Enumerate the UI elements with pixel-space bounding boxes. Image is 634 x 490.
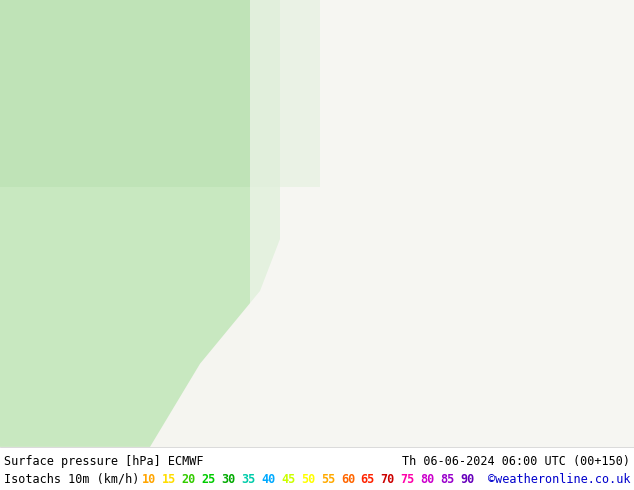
- Text: 65: 65: [361, 473, 375, 486]
- Text: Surface pressure [hPa] ECMWF: Surface pressure [hPa] ECMWF: [4, 455, 204, 468]
- Text: 45: 45: [281, 473, 295, 486]
- Text: 85: 85: [440, 473, 455, 486]
- Text: ©weatheronline.co.uk: ©weatheronline.co.uk: [488, 473, 630, 486]
- Text: 35: 35: [242, 473, 256, 486]
- Text: 75: 75: [401, 473, 415, 486]
- Text: Th 06-06-2024 06:00 UTC (00+150): Th 06-06-2024 06:00 UTC (00+150): [402, 455, 630, 468]
- Text: 10: 10: [142, 473, 156, 486]
- Text: 55: 55: [321, 473, 335, 486]
- Text: 40: 40: [261, 473, 276, 486]
- Text: 70: 70: [380, 473, 395, 486]
- Text: 60: 60: [341, 473, 355, 486]
- Bar: [250, 0, 634, 447]
- Text: 25: 25: [202, 473, 216, 486]
- Text: 20: 20: [182, 473, 196, 486]
- Polygon shape: [0, 0, 280, 447]
- Text: 80: 80: [420, 473, 434, 486]
- Text: 30: 30: [221, 473, 236, 486]
- Text: 50: 50: [301, 473, 315, 486]
- Text: Isotachs 10m (km/h): Isotachs 10m (km/h): [4, 473, 139, 486]
- Bar: [0, 0, 320, 187]
- Text: 15: 15: [162, 473, 176, 486]
- Text: 90: 90: [460, 473, 474, 486]
